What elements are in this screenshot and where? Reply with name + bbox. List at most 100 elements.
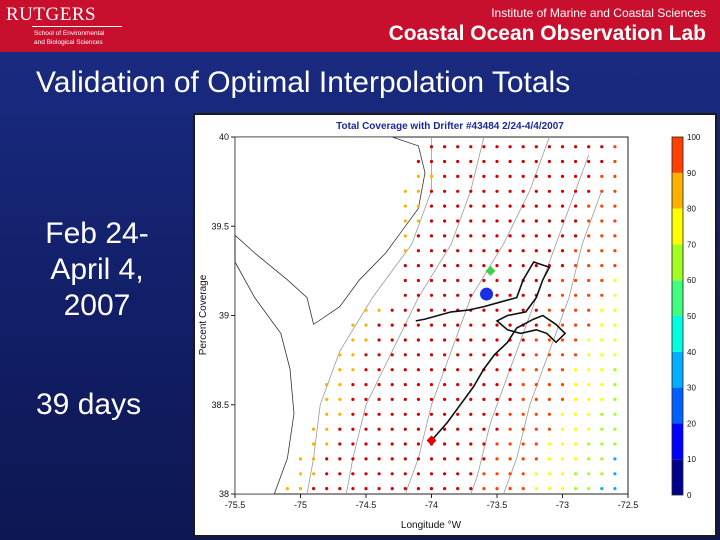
coverage-dot — [613, 487, 617, 491]
coverage-dot — [364, 487, 368, 491]
coverage-dot — [338, 427, 342, 431]
coverage-dot — [547, 145, 551, 149]
bathymetry-contour — [470, 154, 590, 495]
coverage-dot — [482, 383, 486, 387]
coverage-dot — [547, 308, 551, 312]
coverage-dot — [325, 397, 329, 401]
coverage-dot — [495, 368, 499, 372]
coverage-dot — [560, 278, 565, 283]
coverage-dot — [495, 219, 499, 223]
coverage-dot — [521, 487, 525, 491]
coverage-dot — [351, 397, 355, 401]
coverage-dot — [469, 264, 473, 268]
coverage-dot — [547, 472, 551, 476]
header-banner: RUTGERS School of Environmental and Biol… — [0, 0, 720, 52]
colorbar-segment — [672, 351, 683, 388]
coverage-dot — [534, 472, 538, 476]
coverage-dot — [325, 383, 329, 387]
coverage-dot — [587, 457, 591, 461]
coverage-dot — [456, 457, 460, 461]
coverage-dot — [482, 278, 486, 283]
coverage-dot — [508, 308, 512, 312]
coverage-dot — [495, 487, 499, 491]
colorbar-segment — [672, 423, 683, 460]
coverage-dot — [443, 427, 447, 431]
coverage-dot — [456, 427, 460, 431]
coverage-dot — [574, 234, 578, 238]
coverage-dot — [521, 383, 525, 387]
coverage-dot — [521, 338, 525, 342]
coverage-dot — [482, 308, 486, 312]
coverage-dot — [495, 383, 499, 387]
coverage-dot — [429, 145, 434, 149]
coverage-dot — [613, 219, 617, 223]
bathymetry-contour — [503, 190, 603, 495]
coverage-dot — [469, 353, 473, 357]
coverage-dot — [377, 368, 381, 372]
coverage-dot — [403, 457, 407, 461]
coverage-dot — [600, 204, 604, 208]
coverage-dot — [547, 442, 551, 446]
coverage-dot — [508, 323, 512, 327]
coverage-dot — [600, 397, 604, 401]
coverage-dot — [390, 412, 394, 416]
coverage-dot — [560, 353, 565, 357]
coverage-dot — [429, 204, 434, 208]
coverage-dot — [416, 159, 420, 164]
coverage-dot — [416, 368, 420, 372]
coverage-dot — [560, 145, 565, 149]
coverage-dot — [547, 383, 551, 387]
coverage-dot — [482, 427, 486, 431]
coverage-dot — [613, 383, 617, 387]
coverage-dot — [534, 145, 538, 149]
coverage-dot — [495, 323, 499, 327]
coverage-dot — [534, 264, 538, 268]
coverage-dot — [456, 472, 460, 476]
coverage-dot — [600, 234, 604, 238]
coverage-dot — [456, 383, 460, 387]
coverage-dot — [403, 442, 407, 446]
coverage-dot — [613, 204, 617, 208]
coverage-dot — [534, 427, 538, 431]
date-range: Feb 24- April 4, 2007 — [22, 216, 172, 324]
lab-name: Coastal Ocean Observation Lab — [388, 22, 706, 45]
coverage-dot — [456, 323, 460, 327]
coverage-dot — [574, 293, 578, 297]
coverage-dot — [587, 308, 591, 312]
coverage-dot — [508, 159, 512, 164]
coverage-dot — [587, 264, 591, 268]
coverage-dot — [495, 249, 499, 253]
coverage-dot — [521, 264, 525, 268]
drifter-position-marker — [480, 287, 494, 301]
coverage-dot — [508, 204, 512, 208]
coverage-dot — [600, 368, 604, 372]
coverage-dot — [364, 323, 368, 327]
y-tick-label: 39.5 — [211, 221, 229, 231]
coverage-dot — [495, 174, 499, 178]
coverage-dot — [390, 442, 394, 446]
coverage-dot — [587, 442, 591, 446]
coverage-dot — [469, 323, 473, 327]
coverage-dot — [338, 368, 342, 372]
coverage-dot — [560, 397, 565, 401]
coverage-dot — [456, 189, 460, 193]
coverage-dot — [443, 293, 447, 297]
coverage-dot — [377, 338, 381, 342]
coverage-dot — [429, 323, 434, 327]
colorbar: 0 10 20 30 40 50 60 70 80 90 100 — [671, 133, 701, 500]
coverage-dot — [429, 487, 434, 491]
coverage-dot — [429, 249, 434, 253]
coverage-dot — [482, 174, 486, 178]
coverage-dot — [364, 383, 368, 387]
coverage-dot — [338, 383, 342, 387]
coverage-dot — [508, 353, 512, 357]
coverage-dot — [495, 189, 499, 193]
coverage-dot — [429, 427, 434, 431]
coverage-dot — [534, 487, 538, 491]
coverage-dot — [403, 249, 407, 253]
coverage-dot — [364, 397, 368, 401]
slide-title: Validation of Optimal Interpolation Tota… — [36, 66, 571, 99]
coverage-dot — [469, 472, 473, 476]
coverage-dot — [469, 189, 473, 193]
coverage-dot — [534, 204, 538, 208]
